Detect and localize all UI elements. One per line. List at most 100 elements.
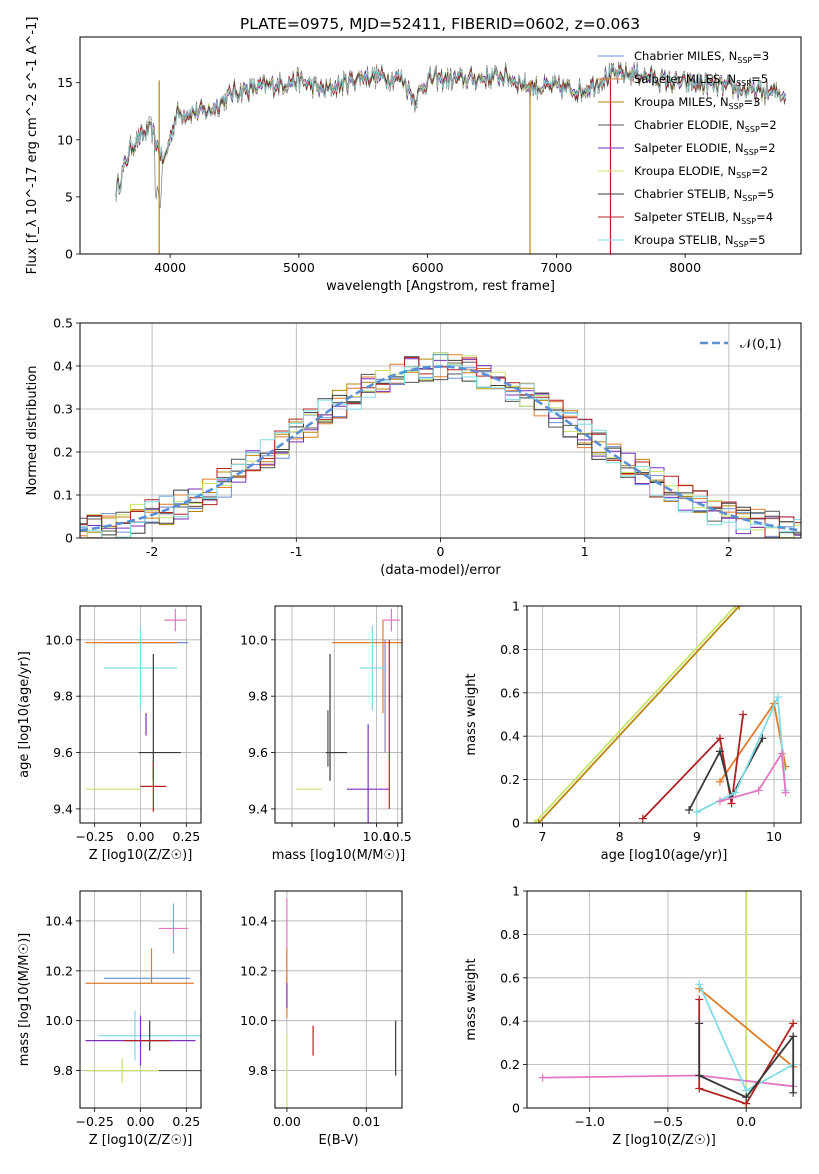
error-bar [346, 724, 390, 823]
legend-value: =3 [752, 49, 769, 63]
weight-marker [695, 980, 704, 989]
x-tick-label: 5000 [283, 260, 315, 275]
y-tick-label: 0.4 [500, 729, 520, 744]
legend-text: Salpeter MILES, N [634, 72, 736, 86]
x-tick-label: 2 [725, 544, 733, 559]
model-spectrum [115, 64, 786, 195]
x-axis-label: Z [log10(Z/Z☉)] [612, 1133, 716, 1148]
legend-text: Chabrier MILES, N [634, 49, 737, 63]
panel-residuals: -2 -1 0 1 2 0 0.1 0.2 0.3 0.4 0.5 (data-model)/erro… [25, 316, 802, 578]
weight-marker [715, 777, 724, 786]
error-bar [164, 608, 187, 632]
x-tick-label: 4000 [154, 260, 186, 275]
weight-marker [538, 1073, 547, 1082]
y-tick-label: 10.0 [240, 632, 268, 647]
legend-entry: Salpeter ELODIE, NSSP=2 [634, 141, 776, 157]
y-tick-label: 9.6 [53, 745, 73, 760]
y-tick-label: 15 [57, 75, 73, 90]
legend-text: Salpeter STELIB, N [634, 210, 741, 224]
x-tick-label: 0.00 [127, 1114, 155, 1129]
weight-marker [695, 1071, 704, 1080]
weight-marker [715, 797, 724, 806]
y-tick-label: 10.0 [45, 632, 73, 647]
legend-text: Chabrier STELIB, N [634, 187, 742, 201]
plot-area [530, 606, 790, 823]
x-axis-label: mass [log10(M/M☉)] [272, 848, 405, 863]
x-axis-label: Z [log10(Z/Z☉)] [89, 848, 193, 863]
weight-marker [754, 786, 763, 795]
error-bar [359, 625, 386, 711]
legend-entry: Chabrier ELODIE, NSSP=2 [634, 118, 777, 134]
y-tick-label: 0.2 [53, 445, 73, 460]
legend-entry: Kroupa ELODIE, NSSP=2 [634, 164, 768, 180]
y-tick-label: 0.4 [53, 359, 73, 374]
weight-line [696, 696, 787, 813]
weight-marker [685, 805, 694, 814]
x-tick-label: 8 [616, 829, 624, 844]
x-tick-label: 8000 [669, 260, 701, 275]
y-tick-label: 10.0 [45, 1013, 73, 1028]
y-tick-label: 0.3 [53, 402, 73, 417]
error-bar [325, 653, 347, 781]
y-tick-label: 0.8 [500, 927, 520, 942]
plot-area [286, 898, 397, 1108]
y-tick-label: 0.6 [500, 685, 520, 700]
y-tick-label: 9.8 [53, 1063, 73, 1078]
weight-marker [530, 819, 539, 823]
legend-text: Salpeter ELODIE, N [634, 141, 744, 155]
legend-entry: Chabrier STELIB, NSSP=5 [634, 187, 774, 203]
legend-entry: Salpeter MILES, NSSP=5 [634, 72, 768, 88]
legend-subscript: SSP [744, 148, 759, 157]
panel-age-vs-Z: −0.25 0.00 0.25 9.4 9.6 9.8 10.0 Z [log10(Z/Z☉)… [17, 605, 202, 863]
x-tick-label: 0.25 [172, 1114, 200, 1129]
legend-entry: Kroupa STELIB, NSSP=5 [634, 233, 765, 249]
y-tick-label: 10.4 [45, 913, 73, 928]
legend-subscript: SSP [729, 102, 744, 111]
y-tick-label: 10 [57, 132, 73, 147]
y-axis-label: mass [log10(M/M☉)] [17, 933, 32, 1066]
error-bar [98, 1010, 201, 1061]
y-tick-label: 0.8 [500, 642, 520, 657]
plot-area [115, 61, 786, 254]
y-tick-label: 0 [512, 816, 520, 831]
x-axis-label: wavelength [Angstrom, rest frame] [326, 279, 555, 294]
weight-marker [742, 891, 751, 895]
panel-mass-vs-EBV: 0.00 0.01 9.8 10.0 10.2 10.4 E(B-V) [240, 890, 403, 1148]
axes-frame [79, 605, 202, 824]
y-tick-label: 0.2 [500, 772, 520, 787]
axes-frame [526, 605, 802, 824]
x-tick-label: −0.25 [76, 829, 114, 844]
weight-marker [789, 1088, 798, 1097]
legend-value: =5 [757, 187, 774, 201]
plot-area [85, 608, 189, 812]
legend-value: =2 [759, 141, 776, 155]
y-tick-label: 0.6 [500, 970, 520, 985]
y-tick-label: 0.4 [500, 1014, 520, 1029]
y-axis-label: Flux [f_λ 10^-17 erg cm^-2 s^-1 A^-1] [25, 17, 40, 275]
weight-marker [731, 788, 740, 797]
legend-value: =2 [760, 118, 777, 132]
legend-subscript: SSP [745, 125, 760, 134]
plot-area [80, 352, 801, 538]
panel-weight-vs-Z: −1.0 −0.5 0.0 0 0.2 0.4 0.6 0.8 1 Z [log10(Z/Z☉)]… [464, 884, 802, 1148]
axes-frame [79, 890, 202, 1109]
legend-value: =5 [749, 233, 766, 247]
legend-entry: Kroupa MILES, NSSP=3 [634, 95, 760, 111]
x-tick-label: −0.5 [653, 1114, 683, 1129]
y-tick-label: 10.0 [240, 1013, 268, 1028]
legend-text: Kroupa MILES, N [634, 95, 729, 109]
error-bar [103, 625, 178, 711]
weight-marker [742, 1093, 751, 1102]
y-tick-label: 0 [512, 1101, 520, 1116]
x-tick-label: 9 [693, 829, 701, 844]
x-tick-label: 10.5 [384, 829, 412, 844]
model-spectrum [115, 64, 786, 200]
legend-subscript: SSP [734, 240, 749, 249]
panel-spectrum: 4000 5000 6000 7000 8000 0 5 10 15 wavelength [An… [25, 17, 802, 294]
y-tick-label: 5 [65, 189, 73, 204]
legend-subscript: SSP [741, 217, 756, 226]
x-tick-label: 7 [538, 829, 546, 844]
y-tick-label: 1 [512, 884, 520, 899]
weight-marker [534, 819, 543, 823]
x-tick-label: 1 [581, 544, 589, 559]
